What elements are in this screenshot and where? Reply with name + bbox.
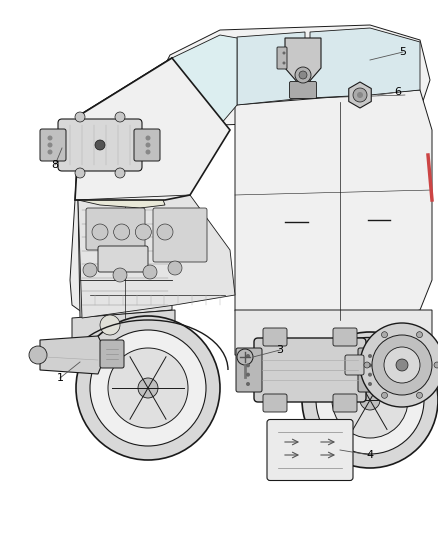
FancyBboxPatch shape — [58, 119, 142, 171]
Polygon shape — [310, 28, 420, 98]
Polygon shape — [235, 310, 432, 360]
Circle shape — [75, 112, 85, 122]
Circle shape — [381, 332, 388, 338]
FancyBboxPatch shape — [277, 47, 287, 69]
FancyBboxPatch shape — [290, 82, 317, 99]
Circle shape — [76, 316, 220, 460]
Circle shape — [364, 362, 370, 368]
FancyBboxPatch shape — [40, 129, 66, 161]
Polygon shape — [75, 58, 230, 200]
Text: 1: 1 — [57, 373, 64, 383]
Circle shape — [316, 346, 424, 454]
Circle shape — [360, 390, 380, 410]
Circle shape — [113, 268, 127, 282]
Circle shape — [145, 149, 151, 155]
Text: 8: 8 — [51, 160, 59, 170]
Circle shape — [283, 52, 286, 54]
Circle shape — [246, 373, 250, 377]
Polygon shape — [78, 200, 172, 318]
Circle shape — [90, 330, 206, 446]
FancyBboxPatch shape — [333, 394, 357, 412]
Circle shape — [47, 142, 53, 148]
Circle shape — [135, 224, 152, 240]
FancyBboxPatch shape — [236, 348, 262, 392]
Circle shape — [47, 149, 53, 155]
FancyBboxPatch shape — [263, 328, 287, 346]
Circle shape — [299, 71, 307, 79]
Polygon shape — [78, 195, 235, 318]
FancyBboxPatch shape — [333, 328, 357, 346]
FancyBboxPatch shape — [263, 394, 287, 412]
Circle shape — [157, 224, 173, 240]
Circle shape — [47, 135, 53, 141]
FancyBboxPatch shape — [345, 355, 364, 375]
Text: 4: 4 — [367, 450, 374, 460]
Circle shape — [417, 392, 423, 398]
Circle shape — [75, 168, 85, 178]
FancyBboxPatch shape — [153, 208, 207, 262]
Polygon shape — [165, 143, 192, 165]
Circle shape — [237, 349, 253, 365]
Polygon shape — [172, 35, 237, 125]
Circle shape — [368, 382, 372, 386]
Polygon shape — [349, 82, 371, 108]
Circle shape — [434, 362, 438, 368]
Text: 3: 3 — [276, 345, 283, 355]
Circle shape — [302, 332, 438, 468]
Polygon shape — [235, 90, 432, 330]
FancyBboxPatch shape — [98, 246, 148, 272]
Circle shape — [168, 261, 182, 275]
FancyBboxPatch shape — [86, 208, 145, 250]
Circle shape — [145, 135, 151, 141]
Circle shape — [108, 348, 188, 428]
FancyBboxPatch shape — [134, 129, 160, 161]
Circle shape — [360, 323, 438, 407]
Circle shape — [114, 224, 130, 240]
FancyBboxPatch shape — [100, 340, 124, 368]
Circle shape — [246, 364, 250, 367]
Circle shape — [332, 362, 408, 438]
Circle shape — [396, 359, 408, 371]
Circle shape — [145, 142, 151, 148]
FancyBboxPatch shape — [358, 348, 384, 392]
Circle shape — [115, 168, 125, 178]
Circle shape — [115, 112, 125, 122]
Circle shape — [143, 265, 157, 279]
Circle shape — [83, 263, 97, 277]
Circle shape — [417, 332, 423, 338]
Circle shape — [100, 315, 120, 335]
Polygon shape — [40, 336, 102, 374]
Circle shape — [353, 88, 367, 102]
Circle shape — [246, 354, 250, 358]
Circle shape — [295, 67, 311, 83]
Polygon shape — [285, 38, 321, 83]
Circle shape — [138, 378, 158, 398]
FancyBboxPatch shape — [254, 338, 366, 402]
Circle shape — [368, 373, 372, 377]
Circle shape — [384, 347, 420, 383]
Text: 5: 5 — [399, 47, 406, 57]
Circle shape — [357, 92, 363, 98]
Circle shape — [29, 346, 47, 364]
Circle shape — [283, 61, 286, 64]
Polygon shape — [72, 310, 175, 342]
Circle shape — [368, 354, 372, 358]
Polygon shape — [78, 180, 165, 208]
Text: 6: 6 — [395, 87, 402, 97]
Polygon shape — [237, 32, 305, 105]
Circle shape — [92, 224, 108, 240]
Polygon shape — [155, 25, 430, 125]
Circle shape — [381, 392, 388, 398]
Polygon shape — [70, 58, 172, 320]
Circle shape — [368, 364, 372, 367]
FancyBboxPatch shape — [267, 419, 353, 481]
Circle shape — [246, 382, 250, 386]
Circle shape — [372, 335, 432, 395]
Circle shape — [95, 140, 105, 150]
